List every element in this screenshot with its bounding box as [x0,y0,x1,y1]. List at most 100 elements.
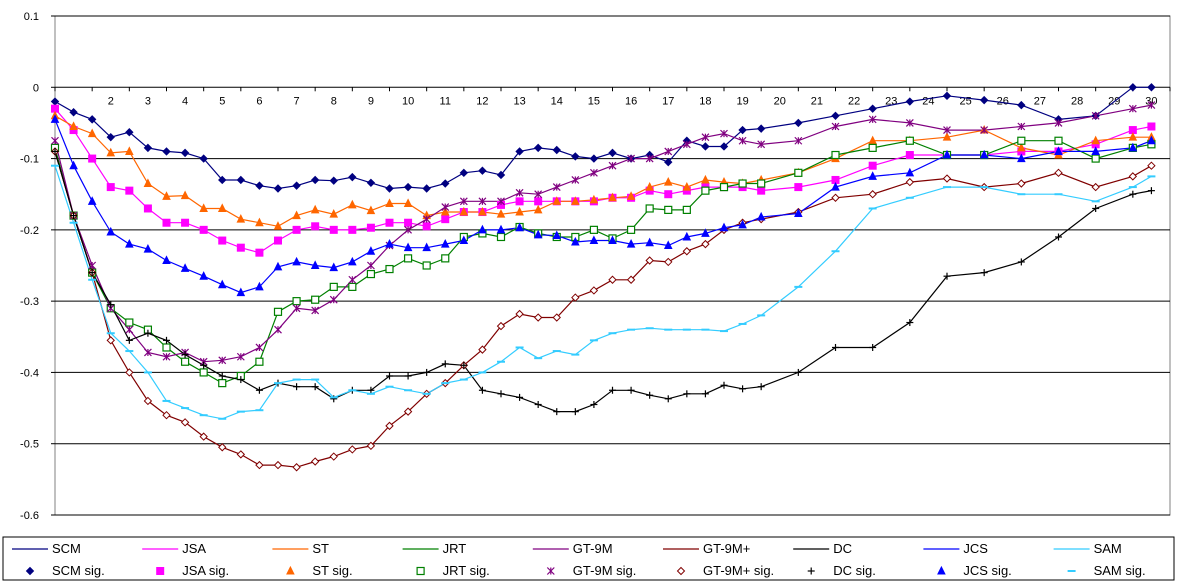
data-point-gt-9m [757,140,766,149]
data-point-st [478,206,487,216]
data-point-scm [608,148,617,158]
data-point-dc [646,391,654,399]
data-point-gt-9m [441,203,450,211]
data-point-st [273,221,283,230]
data-point-gt-9m [478,197,487,206]
x-tick-label: 10 [402,95,414,107]
data-point-gt-9m [589,168,598,177]
data-point-dc [1147,187,1155,195]
y-tick-label: -0.4 [20,367,39,379]
data-point-jsa [441,215,450,224]
data-point-st [682,181,692,191]
data-point-dc [144,329,152,337]
x-tick-label: 27 [1034,95,1046,107]
data-point-st [125,146,134,155]
x-tick-label: 18 [699,95,711,107]
data-point-jrt [273,307,283,316]
data-point-jrt [218,379,227,388]
data-point-jsa [311,222,320,231]
data-point-jrt [496,232,506,242]
data-point-jcs [459,235,469,245]
data-point-jcs [1017,153,1026,163]
data-point-scm [106,132,115,142]
data-point-jcs [1054,146,1063,155]
data-point-gt-9m [868,115,877,124]
data-point-scm [162,147,171,156]
data-point-gt-9m [143,348,152,357]
data-point-jsa [292,225,301,234]
data-point-dc [423,368,431,376]
data-point-st [1017,142,1026,152]
data-point-gt-9m [571,176,580,184]
data-point-dc [906,319,914,327]
data-point-jrt [1091,154,1100,163]
data-point-jrt [403,254,413,263]
data-point-scm [719,142,729,151]
data-point-scm [459,168,469,178]
data-point-dc [720,381,728,389]
data-point-st [329,209,339,218]
data-point-jsa [422,222,431,231]
data-point-jcs [125,238,134,248]
series-markers [50,83,1156,472]
data-point-jsa [534,197,543,206]
data-point-scm [1017,100,1026,110]
data-point-jcs [756,211,766,221]
data-point-dc [1092,204,1100,212]
data-point-dc [943,272,951,280]
x-tick-label: 21 [811,95,823,107]
legend-marker-gt-9m-sig [546,567,555,575]
data-point-st [608,192,617,202]
data-point-jrt [682,205,691,214]
legend-marker-gt-9m-sig [676,566,686,576]
data-point-gt-9m [664,147,673,156]
data-point-jrt [162,343,171,352]
data-point-jrt [905,136,914,145]
legend-marker-dc-sig [807,567,815,575]
y-tick-label: -0.5 [20,439,39,451]
data-point-jcs [515,222,524,232]
data-point-st [310,204,320,214]
data-point-scm [738,125,747,135]
data-point-dc [1129,190,1137,198]
data-point-scm [385,184,394,193]
data-point-dc [181,351,189,359]
data-point-scm [942,91,952,101]
legend-label-jcs-sig: JCS sig. [963,563,1011,578]
data-point-gt-9m [1054,119,1063,127]
legend-label-jsa-sig: JSA sig. [182,563,229,578]
series-line-scm [54,86,1152,190]
data-point-gt-9m [348,445,357,454]
data-point-dc [553,408,561,416]
x-tick-label: 19 [736,95,748,107]
data-point-jsa [162,218,171,227]
data-point-st [366,205,376,215]
data-point-jsa [794,183,803,192]
legend-label-jcs: JCS [963,541,988,556]
data-point-scm [533,143,543,153]
data-point-gt-9m [329,295,338,304]
data-point-jcs [236,287,246,297]
data-point-st [701,174,710,184]
data-point-scm [979,95,989,105]
data-point-scm [69,108,78,117]
data-point-jrt [311,295,320,304]
data-point-jcs [663,240,673,250]
data-point-gt-9m [162,352,171,361]
y-tick-label: -0.1 [20,154,39,166]
y-tick-label: 0 [33,82,39,94]
x-tick-label: 30 [1145,95,1157,107]
legend-label-scm: SCM [52,541,81,556]
data-point-jsa [143,204,152,213]
data-point-gt-9m [292,304,301,313]
data-point-jrt [1017,136,1026,145]
data-point-st [496,209,506,218]
data-point-jcs [329,262,339,272]
x-tick-label: 22 [848,95,860,107]
data-point-jrt [719,182,729,192]
data-point-jsa [125,186,134,195]
data-point-st [69,121,78,130]
legend-label-dc-sig: DC sig. [833,563,876,578]
legend-marker-jcs-sig [937,565,946,575]
data-point-jsa [88,154,97,163]
